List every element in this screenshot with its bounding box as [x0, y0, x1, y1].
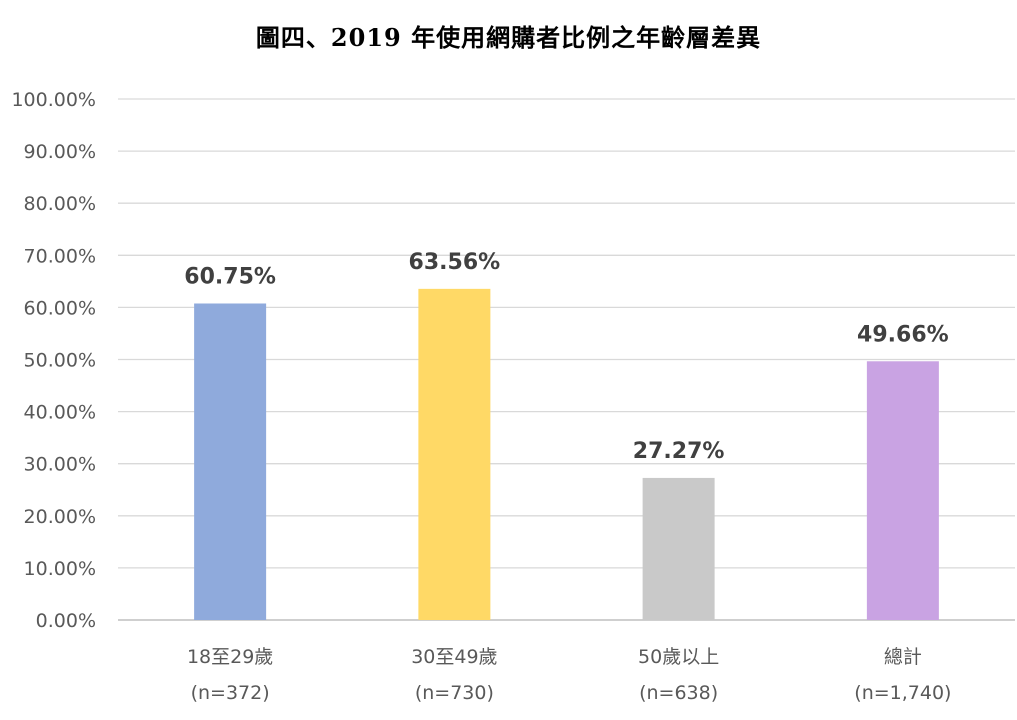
y-tick-label: 50.00%	[24, 350, 96, 372]
y-tick-label: 90.00%	[24, 141, 96, 163]
y-tick-label: 80.00%	[24, 193, 96, 215]
chart-title: 圖四、2019 年使用網購者比例之年齡層差異	[255, 23, 762, 52]
y-axis-ticks: 0.00% 10.00% 20.00% 30.00% 40.00% 50.00% 60.00…	[11, 89, 96, 632]
category-label: 總計	[884, 646, 922, 668]
y-tick-label: 0.00%	[36, 610, 96, 632]
y-tick-label: 30.00%	[24, 454, 96, 476]
y-tick-label: 20.00%	[24, 506, 96, 528]
x-axis-categories: 18至29歲 (n=372) 30至49歲 (n=730) 50歲以上 (n=638) 總計…	[187, 646, 952, 704]
category-label: 50歲以上	[638, 646, 719, 668]
sample-size-label: (n=372)	[191, 682, 270, 704]
sample-size-label: (n=1,740)	[854, 682, 951, 704]
category-label: 30至49歲	[411, 646, 497, 668]
y-tick-label: 40.00%	[24, 402, 96, 424]
bars	[194, 288, 939, 620]
y-tick-label: 10.00%	[24, 558, 96, 580]
y-tick-label: 60.00%	[24, 297, 96, 319]
y-tick-label: 100.00%	[11, 89, 96, 111]
sample-size-label: (n=730)	[415, 682, 494, 704]
data-label: 63.56%	[409, 250, 501, 275]
category-label: 18至29歲	[187, 646, 273, 668]
bar	[866, 361, 939, 620]
gridlines	[118, 98, 1015, 621]
data-labels: 60.75% 63.56% 27.27% 49.66%	[184, 250, 948, 464]
data-label: 49.66%	[857, 322, 949, 347]
bar	[642, 477, 715, 620]
y-tick-label: 70.00%	[24, 245, 96, 267]
bar	[194, 303, 267, 620]
sample-size-label: (n=638)	[639, 682, 718, 704]
bar	[418, 288, 491, 620]
data-label: 27.27%	[633, 439, 725, 464]
data-label: 60.75%	[184, 264, 276, 289]
